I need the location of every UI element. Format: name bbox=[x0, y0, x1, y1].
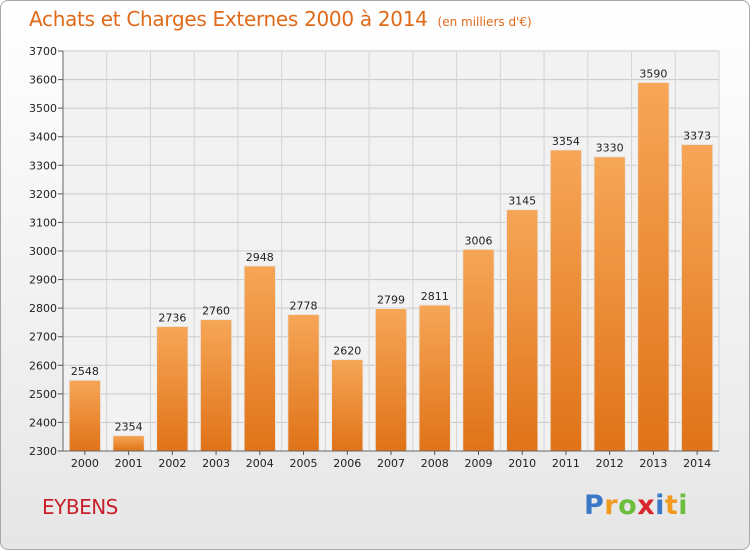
logo-letter: i bbox=[678, 490, 689, 521]
data-label: 2354 bbox=[115, 421, 143, 434]
bar bbox=[331, 359, 364, 452]
bar bbox=[199, 319, 233, 452]
bar bbox=[374, 307, 408, 452]
data-label: 3373 bbox=[683, 129, 711, 142]
y-tick-label: 2900 bbox=[29, 274, 57, 287]
x-axis: 2000 2001 2002 2003 2004 2005 2006 2007 2008 2009… bbox=[63, 450, 719, 470]
y-tick-label: 3600 bbox=[29, 74, 57, 87]
bar bbox=[505, 209, 539, 452]
bar bbox=[593, 156, 626, 452]
bar bbox=[243, 265, 277, 452]
y-tick-label: 2300 bbox=[29, 445, 57, 458]
bar bbox=[680, 143, 714, 452]
x-tick-label: 2014 bbox=[683, 457, 711, 470]
data-label: 3145 bbox=[508, 195, 536, 208]
x-tick-label: 2008 bbox=[421, 457, 449, 470]
bar bbox=[549, 149, 583, 452]
x-tick-label: 2001 bbox=[115, 457, 143, 470]
y-tick-label: 3700 bbox=[29, 45, 57, 58]
x-tick-label: 2011 bbox=[552, 457, 580, 470]
x-tick-label: 2003 bbox=[202, 457, 230, 470]
bar bbox=[156, 325, 189, 452]
data-label: 2620 bbox=[333, 345, 361, 358]
bar bbox=[418, 304, 451, 452]
chart-title-text: Achats et Charges Externes 2000 à 2014 bbox=[29, 7, 428, 31]
y-tick-label: 3500 bbox=[29, 102, 57, 115]
data-label: 2778 bbox=[290, 299, 318, 312]
commune-name: EYBENS bbox=[42, 495, 118, 519]
y-tick-label: 2700 bbox=[29, 331, 57, 344]
y-tick-label: 2400 bbox=[29, 416, 57, 429]
data-label: 2736 bbox=[158, 311, 186, 324]
data-label: 2760 bbox=[202, 305, 230, 318]
x-tick-label: 2009 bbox=[464, 457, 492, 470]
logo-letter: x bbox=[637, 490, 656, 521]
x-tick-label: 2000 bbox=[71, 457, 99, 470]
bars: 2548 2354 2736 2760 2948 2778 2620 2799 2811 3006… bbox=[68, 67, 714, 452]
chart-title: Achats et Charges Externes 2000 à 2014 (e… bbox=[29, 7, 532, 31]
y-tick-label: 3000 bbox=[29, 245, 57, 258]
x-tick-label: 2013 bbox=[639, 457, 667, 470]
x-tick-label: 2010 bbox=[508, 457, 536, 470]
x-tick-label: 2006 bbox=[333, 457, 361, 470]
y-tick-label: 2600 bbox=[29, 359, 57, 372]
data-label: 3354 bbox=[552, 135, 580, 148]
data-label: 2548 bbox=[71, 365, 99, 378]
y-tick-label: 3200 bbox=[29, 188, 57, 201]
data-label: 2799 bbox=[377, 293, 405, 306]
logo-letter: P bbox=[584, 490, 605, 521]
logo-letter: o bbox=[618, 490, 638, 521]
data-label: 3590 bbox=[639, 67, 667, 80]
y-tick-label: 3100 bbox=[29, 216, 57, 229]
logo-letter: i bbox=[655, 490, 665, 521]
bar bbox=[68, 379, 102, 452]
y-tick-label: 3400 bbox=[29, 131, 57, 144]
x-tick-label: 2007 bbox=[377, 457, 405, 470]
bar bbox=[112, 435, 145, 452]
bar bbox=[637, 81, 670, 452]
data-label: 2948 bbox=[246, 251, 274, 264]
x-tick-label: 2004 bbox=[246, 457, 274, 470]
logo-letter: t bbox=[664, 490, 679, 521]
bar bbox=[287, 313, 320, 452]
proxiti-logo: Proxiti bbox=[584, 490, 688, 521]
y-axis: 2300 2400 2500 2600 2700 2800 2900 3000 3100 3200… bbox=[29, 45, 64, 458]
x-tick-label: 2012 bbox=[596, 457, 624, 470]
logo-letter: r bbox=[604, 490, 619, 521]
x-tick-label: 2005 bbox=[290, 457, 318, 470]
data-label: 3330 bbox=[596, 142, 624, 155]
data-label: 2811 bbox=[421, 290, 449, 303]
data-label: 3006 bbox=[464, 234, 492, 247]
chart-subtitle: (en milliers d'€) bbox=[437, 15, 532, 29]
x-tick-label: 2002 bbox=[158, 457, 186, 470]
bar bbox=[462, 248, 495, 452]
y-tick-label: 3300 bbox=[29, 159, 57, 172]
y-tick-label: 2500 bbox=[29, 388, 57, 401]
y-tick-label: 2800 bbox=[29, 302, 57, 315]
